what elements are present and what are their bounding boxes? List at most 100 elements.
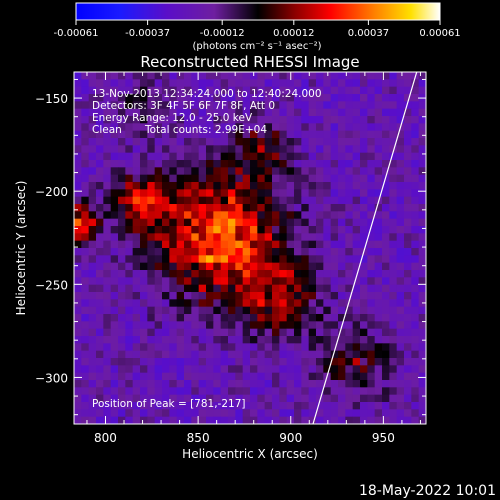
heatmap-cell	[228, 152, 236, 161]
heatmap-cell	[323, 306, 332, 315]
heatmap-cell	[81, 145, 90, 154]
heatmap-cell	[330, 270, 339, 278]
heatmap-cell	[169, 204, 178, 212]
heatmap-cell	[279, 152, 288, 161]
heatmap-cell	[88, 233, 97, 242]
heatmap-cell	[213, 416, 222, 424]
heatmap-cell	[411, 108, 420, 117]
heatmap-cell	[330, 211, 339, 220]
heatmap-cell	[96, 152, 104, 161]
heatmap-cell	[96, 123, 104, 132]
heatmap-cell	[389, 372, 398, 381]
heatmap-cell	[81, 72, 90, 80]
heatmap-cell	[316, 402, 324, 410]
heatmap-cell	[103, 211, 112, 220]
heatmap-cell	[140, 211, 148, 220]
heatmap-cell	[228, 409, 236, 418]
heatmap-cell	[294, 218, 302, 227]
heatmap-cell	[198, 240, 207, 249]
heatmap-cell	[250, 160, 258, 168]
heatmap-cell	[81, 387, 90, 396]
heatmap-cell	[198, 314, 207, 322]
heatmap-cell	[140, 233, 148, 242]
heatmap-cell	[257, 365, 266, 374]
heatmap-cell	[330, 101, 339, 110]
heatmap-cell	[264, 343, 273, 352]
heatmap-cell	[169, 270, 178, 278]
heatmap-cell	[316, 380, 324, 388]
heatmap-cell	[96, 226, 104, 234]
heatmap-cell	[404, 211, 412, 220]
heatmap-cell	[140, 204, 148, 212]
heatmap-cell	[294, 204, 302, 212]
heatmap-cell	[118, 306, 126, 315]
heatmap-cell	[382, 336, 390, 344]
heatmap-cell	[220, 233, 229, 242]
heatmap-cell	[360, 277, 368, 286]
heatmap-cell	[301, 72, 310, 80]
heatmap-cell	[404, 116, 412, 124]
heatmap-cell	[308, 72, 317, 80]
heatmap-cell	[316, 182, 324, 190]
heatmap-cell	[360, 299, 368, 308]
heatmap-cell	[294, 130, 302, 139]
heatmap-cell	[81, 182, 90, 190]
heatmap-cell	[74, 277, 82, 286]
heatmap-cell	[81, 204, 90, 212]
heatmap-cell	[242, 152, 251, 161]
heatmap-cell	[169, 189, 178, 198]
heatmap-cell	[301, 343, 310, 352]
heatmap-cell	[308, 86, 317, 95]
heatmap-cell	[81, 174, 90, 183]
heatmap-cell	[338, 94, 346, 102]
heatmap-cell	[191, 328, 200, 337]
heatmap-cell	[147, 314, 156, 322]
heatmap-cell	[367, 226, 376, 234]
heatmap-cell	[286, 358, 295, 366]
heatmap-cell	[367, 174, 376, 183]
heatmap-cell	[272, 108, 280, 117]
heatmap-cell	[81, 299, 90, 308]
heatmap-cell	[411, 358, 420, 366]
heatmap-cell	[169, 365, 178, 374]
heatmap-cell	[418, 255, 426, 264]
heatmap-cell	[374, 130, 383, 139]
heatmap-cell	[169, 233, 178, 242]
heatmap-cell	[323, 204, 332, 212]
heatmap-cell	[367, 299, 376, 308]
heatmap-cell	[206, 277, 214, 286]
heatmap-cell	[345, 416, 354, 424]
heatmap-cell	[118, 380, 126, 388]
heatmap-cell	[257, 152, 266, 161]
heatmap-cell	[411, 394, 420, 403]
heatmap-cell	[367, 416, 376, 424]
heatmap-cell	[374, 138, 383, 146]
heatmap-cell	[162, 328, 170, 337]
heatmap-cell	[147, 321, 156, 330]
heatmap-cell	[235, 152, 244, 161]
heatmap-cell	[338, 182, 346, 190]
heatmap-cell	[330, 416, 339, 424]
heatmap-cell	[213, 116, 222, 124]
heatmap-cell	[418, 358, 426, 366]
heatmap-cell	[389, 108, 398, 117]
heatmap-cell	[389, 350, 398, 359]
heatmap-cell	[110, 394, 119, 403]
heatmap-cell	[272, 116, 280, 124]
heatmap-cell	[257, 196, 266, 205]
heatmap-cell	[110, 182, 119, 190]
heatmap-cell	[88, 167, 97, 176]
heatmap-cell	[360, 380, 368, 388]
heatmap-cell	[418, 226, 426, 234]
heatmap-cell	[140, 270, 148, 278]
heatmap-cell	[213, 145, 222, 154]
heatmap-cell	[242, 130, 251, 139]
heatmap-cell	[257, 79, 266, 88]
heatmap-cell	[154, 86, 163, 95]
heatmap-cell	[154, 255, 163, 264]
heatmap-cell	[382, 262, 390, 271]
heatmap-cell	[330, 409, 339, 418]
heatmap-cell	[418, 306, 426, 315]
heatmap-cell	[206, 101, 214, 110]
heatmap-cell	[118, 365, 126, 374]
